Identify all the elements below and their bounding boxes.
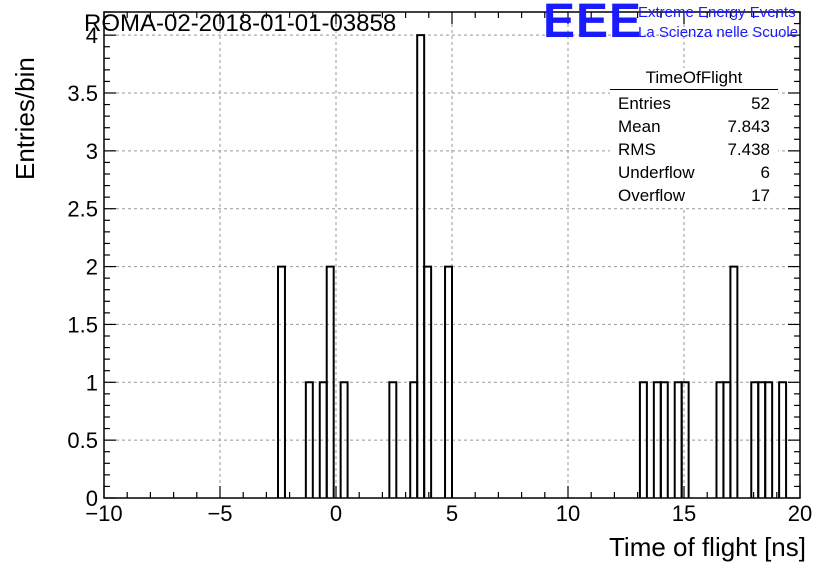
stats-value: 7.843 — [727, 117, 770, 136]
histogram-bin — [277, 265, 286, 498]
stats-label: Overflow — [618, 186, 686, 205]
x-axis-label: Time of flight [ns] — [609, 532, 806, 562]
y-tick-label: 2.5 — [67, 197, 98, 222]
y-tick-label: 2 — [86, 255, 98, 280]
histogram-bin — [444, 265, 453, 498]
stats-value: 6 — [760, 163, 770, 182]
histogram-series — [277, 34, 788, 498]
bin-outline — [325, 265, 335, 498]
histogram-bin — [764, 381, 774, 498]
y-tick-label: 4 — [86, 23, 98, 48]
y-tick-label: 3.5 — [67, 81, 98, 106]
x-tick-label: 0 — [330, 501, 342, 526]
x-tick-label: −5 — [207, 501, 232, 526]
stats-row-overflow: Overflow 17 — [610, 184, 778, 207]
histogram-bin — [304, 381, 314, 498]
bin-outline — [277, 265, 286, 498]
stats-value: 52 — [751, 94, 770, 113]
histogram-bin — [339, 381, 349, 498]
bin-outline — [638, 381, 648, 498]
x-tick-label: 10 — [556, 501, 580, 526]
y-tick-label: 0 — [86, 486, 98, 511]
stats-label: Entries — [618, 94, 671, 113]
x-tick-label: −10 — [85, 501, 122, 526]
bin-outline — [659, 381, 669, 498]
y-tick-label: 1.5 — [67, 312, 98, 337]
y-tick-label: 3 — [86, 139, 98, 164]
histogram-bin — [638, 381, 648, 498]
tick-labels: −10 −5 0 5 10 15 20 0 0.5 1 1.5 2 2.5 3 3.5 4 — [67, 23, 812, 526]
stats-title: TimeOfFlight — [610, 68, 778, 90]
y-tick-label: 1 — [86, 370, 98, 395]
histogram-bin — [659, 381, 669, 498]
bin-outline — [339, 381, 349, 498]
bin-outline — [304, 381, 314, 498]
axis-ticks — [103, 11, 801, 499]
stats-row-rms: RMS 7.438 — [610, 138, 778, 161]
x-tick-label: 15 — [672, 501, 696, 526]
bin-outline — [423, 265, 433, 498]
stats-value: 7.438 — [727, 140, 770, 159]
stats-box: TimeOfFlight Entries 52 Mean 7.843 RMS 7… — [610, 68, 778, 207]
x-tick-label: 5 — [446, 501, 458, 526]
logo-mark: EEE — [543, 0, 643, 48]
bin-outline — [444, 265, 453, 498]
histogram-bin — [325, 265, 335, 498]
bin-outline — [764, 381, 774, 498]
stats-label: Underflow — [618, 163, 695, 182]
bin-outline — [388, 381, 398, 498]
stats-row-mean: Mean 7.843 — [610, 115, 778, 138]
histogram-bin — [778, 381, 788, 498]
x-tick-label: 20 — [788, 501, 812, 526]
histogram-bin — [388, 381, 398, 498]
y-axis-label: Entries/bin — [10, 57, 40, 180]
stats-row-underflow: Underflow 6 — [610, 161, 778, 184]
stats-label: Mean — [618, 117, 661, 136]
bin-outline — [778, 381, 788, 498]
chart-title: ROMA-02-2018-01-01-03858 — [84, 10, 397, 37]
stats-value: 17 — [751, 186, 770, 205]
histogram-bin — [423, 265, 433, 498]
logo-line-2: La Scienza nelle Scuole — [638, 24, 799, 41]
bin-outline — [729, 265, 739, 498]
logo-line-1: Extreme Energy Events — [638, 4, 796, 21]
stats-row-entries: Entries 52 — [610, 92, 778, 115]
stats-label: RMS — [618, 140, 656, 159]
bin-outline — [680, 381, 690, 498]
y-tick-label: 0.5 — [67, 428, 98, 453]
histogram-bin — [680, 381, 690, 498]
histogram-bin — [729, 265, 739, 498]
